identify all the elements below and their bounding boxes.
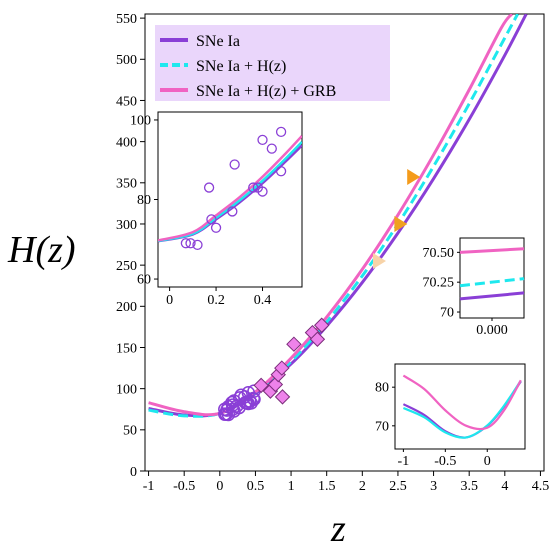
inset-low-z: 0 0.2 0.4 60 80 100 <box>130 114 302 308</box>
arrow-marker <box>407 169 421 186</box>
y-tick-label: 400 <box>116 136 137 151</box>
x-tick-label: 2 <box>359 479 366 494</box>
inset-low-z-curves <box>158 135 302 243</box>
y-tick-label: 250 <box>116 259 137 274</box>
arrow-marker <box>372 253 386 270</box>
y-tick-label: 50 <box>123 424 137 439</box>
inset-data-point <box>185 238 196 249</box>
series-line-1 <box>402 380 522 439</box>
inset-data-point <box>257 186 268 197</box>
legend: SNe Ia SNe Ia + H(z) SNe Ia + H(z) + GRB <box>155 25 390 101</box>
inset-low-z-bg <box>157 111 303 288</box>
y-tick-label: 70 <box>375 419 389 434</box>
inset-data-point <box>210 222 222 233</box>
x-tick-label: 1.5 <box>318 479 336 494</box>
y-tick-label: 80 <box>375 381 389 396</box>
legend-background <box>155 25 390 101</box>
y-tick-label: 60 <box>137 273 151 288</box>
zoom-series-line-2 <box>459 247 525 254</box>
zoom-series-line-0 <box>459 291 525 301</box>
x-tick-label: -1 <box>398 454 410 469</box>
x-tick-label: 0.2 <box>207 293 225 308</box>
inset-data-point <box>266 143 277 154</box>
y-tick-label: 100 <box>116 383 137 398</box>
legend-label-sne-hz-grb: SNe Ia + H(z) + GRB <box>196 83 336 100</box>
x-axis-title: z <box>330 508 346 550</box>
x-tick-label: -0.5 <box>173 479 195 494</box>
inset-data-point <box>227 206 238 217</box>
x-tick-label: 0 <box>166 293 173 308</box>
y-tick-label: 70 <box>440 306 454 321</box>
legend-label-sne-hz: SNe Ia + H(z) <box>196 58 286 75</box>
inset-data-point <box>248 182 259 193</box>
y-tick-label: 500 <box>116 53 137 68</box>
x-tick-label: 1 <box>288 479 295 494</box>
grb-data-point <box>253 377 269 394</box>
x-tick-label: 0.000 <box>476 323 508 338</box>
x-tick-label: -0.5 <box>434 454 456 469</box>
y-tick-label: 300 <box>116 218 137 233</box>
inset-data-point <box>229 159 240 170</box>
y-tick-label: 70.25 <box>423 276 455 291</box>
x-tick-label: 4 <box>501 479 508 494</box>
y-tick-label: 350 <box>116 177 137 192</box>
main-axes: -1 -0.5 0 0.5 1 1.5 2 2.5 3 3.5 4 4.5 0 50 100 150 200 25… <box>116 12 549 494</box>
y-tick-label: 0 <box>130 465 137 480</box>
x-tick-label: 0 <box>484 454 491 469</box>
main-data-points <box>218 169 421 422</box>
inset-data-point <box>203 182 215 193</box>
y-axis-title: H(z) <box>7 229 76 271</box>
grb-data-point <box>309 331 326 347</box>
inset-data-point <box>192 239 203 250</box>
inset-data-point <box>257 134 268 145</box>
grb-data-point <box>274 389 291 405</box>
y-tick-label: 80 <box>137 193 151 208</box>
main-plot-frame <box>144 13 545 472</box>
y-tick-label: 550 <box>116 12 137 27</box>
x-tick-label: 0.4 <box>254 293 272 308</box>
inset-negative-z-curves <box>402 374 522 439</box>
inset-data-point <box>275 126 287 138</box>
series-line-2 <box>402 374 522 431</box>
y-tick-label: 150 <box>116 341 137 356</box>
x-tick-label: 0 <box>216 479 223 494</box>
arrow-marker <box>394 215 408 232</box>
series-line-2 <box>158 135 302 242</box>
x-tick-label: 4.5 <box>532 479 550 494</box>
inset-data-point <box>206 214 217 225</box>
legend-label-sne: SNe Ia <box>196 33 240 50</box>
inset-data-point <box>275 166 287 177</box>
grb-data-point <box>274 360 290 376</box>
y-tick-label: 100 <box>130 114 151 129</box>
x-tick-label: 3 <box>430 479 437 494</box>
inset-zoom-zero: 0.000 70 70.25 70.50 <box>423 246 525 338</box>
x-tick-label: 3.5 <box>460 479 478 494</box>
x-tick-label: -1 <box>143 479 155 494</box>
zoom-series-line-1 <box>459 277 525 288</box>
inset-negative-z: -1 -0.5 0 70 80 <box>375 374 522 469</box>
y-tick-label: 200 <box>116 300 137 315</box>
x-tick-label: 0.5 <box>247 479 265 494</box>
y-tick-label: 450 <box>116 94 137 109</box>
x-tick-label: 2.5 <box>389 479 407 494</box>
grb-data-point <box>286 336 302 352</box>
hz-data-point <box>242 394 257 408</box>
hz-data-point <box>246 391 261 406</box>
series-line-1 <box>148 14 519 418</box>
inset-data-point <box>180 238 192 249</box>
grb-data-point <box>313 317 330 333</box>
series-line-1 <box>158 140 302 243</box>
y-tick-label: 70.50 <box>423 246 455 261</box>
